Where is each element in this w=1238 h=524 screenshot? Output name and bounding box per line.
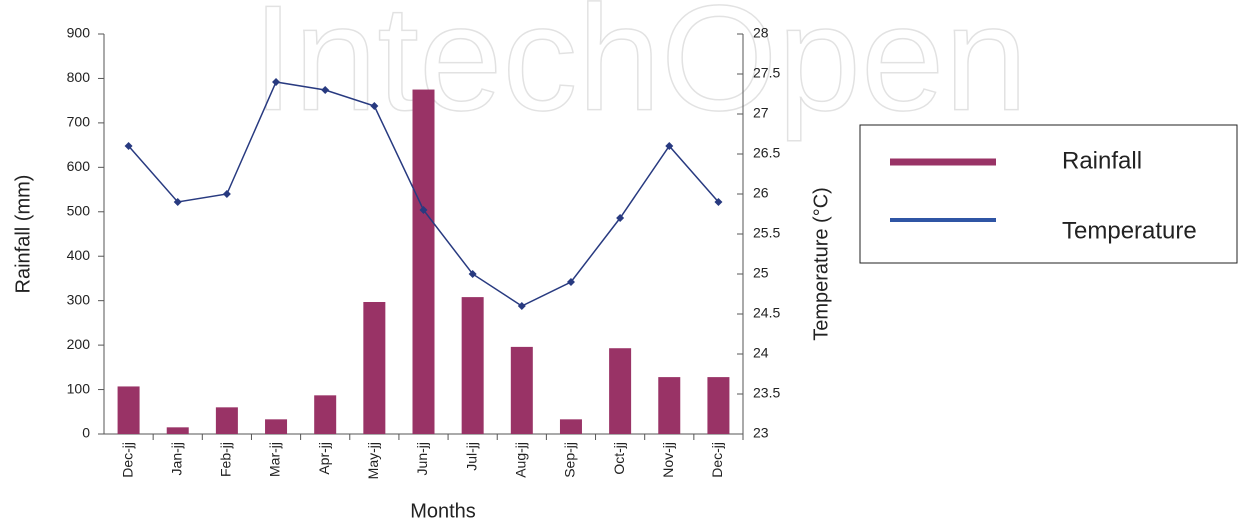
y-axis-title: Rainfall (mm) [12, 175, 34, 294]
x-tick-label: Feb-jj [218, 442, 234, 477]
x-tick-label: Dec-jj [709, 442, 725, 478]
marker [173, 198, 182, 206]
y2-tick-label: 28 [753, 25, 769, 41]
y-tick-label: 600 [67, 158, 91, 174]
y-tick-label: 500 [67, 202, 91, 218]
x-tick-label: Dec-jj [119, 442, 135, 478]
y2-tick-label: 26.5 [753, 145, 780, 161]
legend-label: Temperature [1062, 217, 1197, 244]
bar [215, 407, 238, 434]
marker [272, 78, 281, 86]
x-axis-title: Months [410, 500, 476, 522]
y2-tick-label: 23.5 [753, 385, 780, 401]
bar [265, 419, 288, 434]
x-tick-label: May-jj [365, 442, 381, 479]
bar [658, 377, 681, 434]
marker [370, 102, 379, 110]
legend-box [859, 124, 1238, 264]
x-tick-label: Jan-jj [168, 442, 184, 475]
x-tick-label: Mar-jj [267, 442, 283, 477]
y-tick-label: 0 [82, 425, 90, 441]
y-tick-label: 200 [67, 336, 91, 352]
y-tick-label: 900 [67, 25, 91, 41]
bar [166, 427, 189, 434]
y-tick-label: 800 [67, 69, 91, 85]
x-tick-label: Sep-jj [562, 442, 578, 478]
y2-tick-label: 24.5 [753, 305, 780, 321]
x-tick-label: Aug-jj [513, 442, 529, 478]
marker [616, 214, 625, 222]
y2-tick-label: 26 [753, 185, 769, 201]
marker [222, 190, 231, 198]
legend-label: Rainfall [1062, 147, 1142, 174]
marker [468, 270, 477, 278]
x-tick-label: Oct-jj [611, 442, 627, 475]
y2-tick-label: 27 [753, 105, 769, 121]
y2-tick-label: 27.5 [753, 65, 780, 81]
bar [510, 346, 533, 434]
x-tick-label: Jun-jj [414, 442, 430, 475]
y2-tick-label: 24 [753, 345, 769, 361]
y2-tick-label: 25.5 [753, 225, 780, 241]
watermark: IntechOpen [252, 0, 1028, 142]
bar [559, 419, 582, 434]
bar [363, 302, 386, 434]
bar [609, 348, 632, 434]
bar [412, 89, 435, 435]
bar [461, 297, 484, 434]
y-tick-label: 100 [67, 380, 91, 396]
marker [517, 302, 526, 310]
y2-tick-label: 25 [753, 265, 769, 281]
marker [321, 86, 330, 94]
marker [566, 278, 575, 286]
y2-tick-label: 23 [753, 425, 769, 441]
bar [707, 377, 730, 434]
x-tick-label: Nov-jj [660, 442, 676, 478]
y2-axis-title: Temperature (°C) [810, 187, 832, 341]
marker [665, 142, 674, 150]
x-tick-label: Apr-jj [316, 442, 332, 475]
y-tick-label: 300 [67, 291, 91, 307]
marker [419, 206, 428, 214]
marker [124, 142, 133, 150]
bar [117, 386, 140, 434]
marker [714, 198, 723, 206]
bar [314, 395, 337, 434]
y-tick-label: 400 [67, 247, 91, 263]
x-tick-label: Jul-jj [463, 442, 479, 471]
y-tick-label: 700 [67, 114, 91, 130]
